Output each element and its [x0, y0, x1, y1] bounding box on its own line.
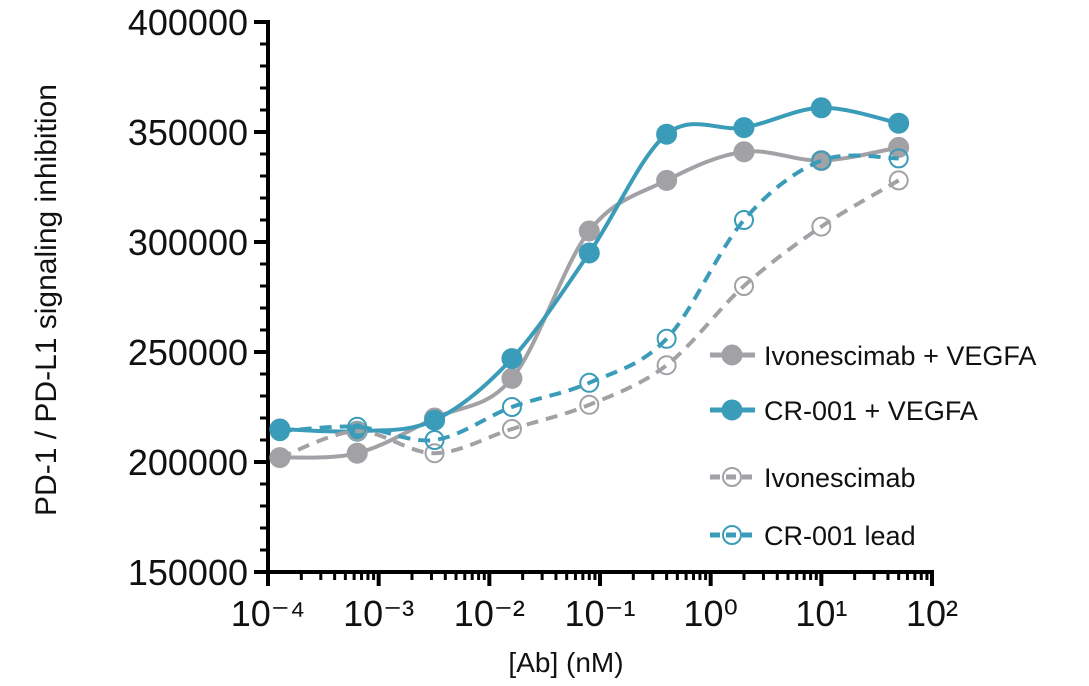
data-point	[733, 141, 755, 163]
data-point	[656, 169, 678, 191]
data-point	[578, 242, 600, 264]
legend-marker	[722, 467, 742, 487]
data-point	[811, 216, 832, 237]
y-tick-label: 350000	[128, 112, 248, 153]
legend-marker	[721, 399, 743, 421]
x-tick-label: 10⁻³	[343, 593, 414, 634]
data-point	[347, 421, 368, 442]
data-point	[888, 148, 909, 169]
data-point	[733, 276, 754, 296]
series-line	[279, 178, 900, 460]
y-tick-label: 150000	[128, 552, 248, 593]
y-tick-label: 300000	[128, 222, 248, 263]
legend-marker	[722, 525, 742, 545]
data-point	[424, 409, 446, 431]
legend-label: CR-001 lead	[764, 521, 916, 551]
data-point	[888, 112, 910, 134]
y-tick-label: 400000	[128, 2, 248, 43]
y-tick-label: 200000	[128, 442, 248, 483]
data-point	[811, 150, 832, 171]
y-axis-label: PD-1 / PD-L1 signaling inhibition	[30, 84, 63, 516]
legend-label: Ivonescimab + VEGFA	[764, 341, 1036, 371]
data-point	[501, 367, 523, 389]
legend-label: CR-001 + VEGFA	[764, 396, 978, 426]
data-point	[501, 348, 523, 370]
x-tick-label: 10¹	[795, 593, 847, 634]
data-point	[888, 136, 910, 158]
x-tick-label: 10⁰	[683, 593, 737, 634]
legend-marker	[721, 344, 743, 366]
data-point	[424, 430, 445, 450]
x-tick-label: 10⁻⁴	[231, 593, 306, 634]
x-tick-label: 10²	[906, 593, 958, 634]
data-point	[347, 416, 368, 437]
x-axis-label: [Ab] (nM)	[508, 647, 623, 678]
series-line	[279, 145, 900, 460]
data-point	[733, 210, 754, 230]
x-tick-label: 10⁻¹	[564, 593, 635, 634]
data-point	[733, 117, 755, 139]
data-point	[269, 447, 290, 468]
x-tick-label: 10⁻²	[454, 593, 525, 634]
data-point	[656, 328, 677, 349]
data-point	[424, 443, 445, 464]
legend-label: Ivonescimab	[764, 463, 916, 493]
series-line	[279, 153, 899, 443]
data-point	[579, 372, 600, 393]
data-point	[888, 170, 909, 191]
data-point	[810, 97, 832, 119]
data-point	[656, 355, 677, 376]
data-point	[578, 220, 600, 242]
data-point	[269, 421, 290, 442]
data-point	[579, 394, 600, 415]
data-point	[346, 442, 368, 464]
data-point	[656, 123, 678, 145]
y-tick-label: 250000	[128, 332, 248, 373]
data-point	[501, 419, 522, 439]
data-point	[501, 397, 522, 417]
